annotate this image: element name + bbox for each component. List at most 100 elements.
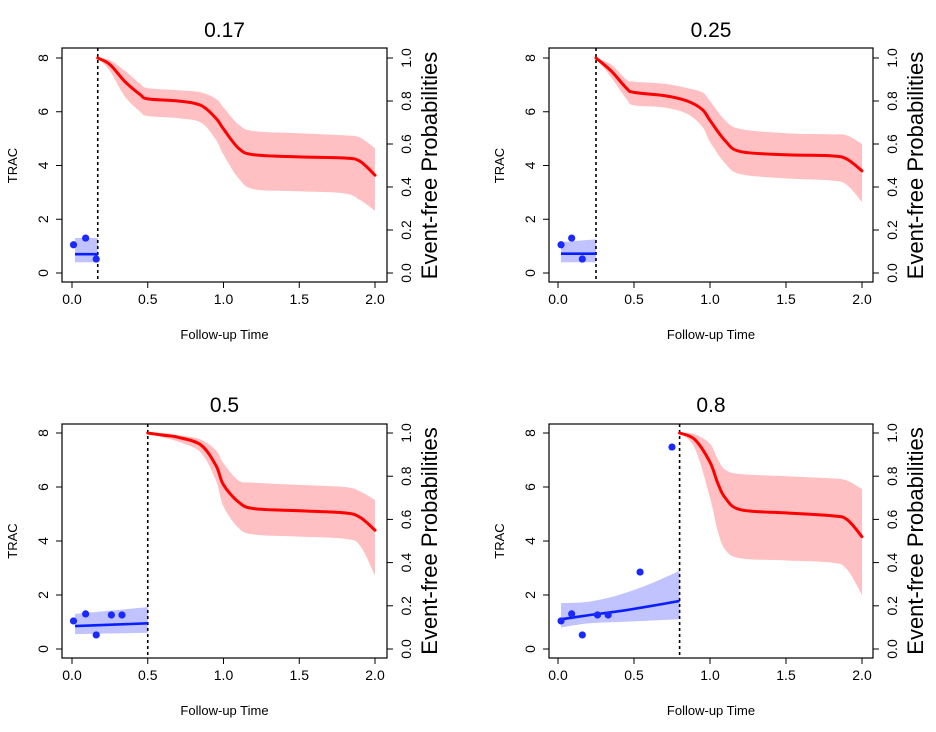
panel-title: 0.5 (210, 394, 239, 417)
y-left-tick-label: 6 (35, 483, 51, 491)
marker-data-point (557, 617, 565, 625)
y-right-tick-label: 0.2 (884, 220, 900, 240)
event-free-probability-curve (146, 431, 377, 532)
y-left-tick-label: 0 (35, 269, 51, 277)
y-right-axis-title: Event-free Probabilities (903, 427, 928, 654)
y-right-tick-label: 0.4 (398, 177, 414, 197)
marker-data-point (69, 241, 78, 249)
marker-data-point (92, 631, 100, 639)
marker-data-point (92, 255, 100, 263)
y-left-tick-label: 8 (35, 54, 51, 62)
x-axis-title: Follow-up Time (180, 327, 268, 342)
marker-data-point (557, 241, 565, 249)
y-left-tick-label: 0 (522, 269, 538, 277)
marker-confidence-band (75, 238, 98, 263)
y-right-axis-title: Event-free Probabilities (417, 52, 442, 279)
y-axis-right: 0.0 0.2 0.4 0.6 0.8 1.0 (387, 48, 414, 283)
x-tick-label: 1.0 (700, 291, 720, 307)
y-right-tick-label: 0.6 (398, 509, 414, 529)
marker-data-point (604, 611, 612, 619)
marker-confidence-band (75, 607, 148, 635)
x-tick-label: 2.0 (365, 291, 385, 307)
y-axis-left: 0 2 4 6 8 (522, 54, 549, 277)
marker-data-point (69, 617, 78, 625)
panel-title: 0.25 (691, 19, 732, 42)
panel-title: 0.8 (696, 394, 725, 417)
marker-fitted-line (74, 622, 148, 628)
x-axis: 0.0 0.5 1.0 1.5 2.0 (62, 658, 385, 683)
marker-confidence-band (561, 570, 680, 628)
event-free-confidence-band (97, 58, 375, 211)
y-left-tick-label: 8 (522, 429, 538, 437)
x-tick-label: 1.0 (700, 667, 720, 683)
x-tick-label: 1.0 (214, 667, 234, 683)
event-free-probability-curve (678, 431, 864, 539)
y-axis-left: 0 2 4 6 8 (522, 429, 549, 653)
y-right-tick-label: 0.0 (398, 639, 414, 659)
x-tick-label: 0.0 (548, 291, 568, 307)
y-right-tick-label: 0.2 (884, 596, 900, 616)
y-left-tick-label: 6 (522, 108, 538, 116)
x-tick-label: 2.0 (852, 291, 872, 307)
y-right-tick-label: 0.8 (398, 466, 414, 486)
x-tick-label: 0.0 (62, 291, 82, 307)
y-left-tick-label: 6 (35, 108, 51, 116)
marker-data-point (568, 610, 576, 618)
x-axis-title: Follow-up Time (180, 703, 268, 718)
x-tick-label: 0.5 (138, 667, 158, 683)
y-right-tick-label: 0.6 (884, 134, 900, 154)
y-right-tick-label: 0.0 (398, 263, 414, 283)
panel-3: 0.5 0.0 0.5 1.0 1.5 2.0 Follow-up Time 0 2 4 6 8 TRA… (5, 394, 442, 718)
y-left-tick-label: 4 (522, 537, 538, 545)
y-right-tick-label: 1.0 (884, 423, 900, 443)
marker-data-point (668, 443, 676, 451)
y-right-tick-label: 1.0 (884, 48, 900, 68)
y-left-tick-label: 0 (522, 645, 538, 653)
y-left-axis-title: TRAC (5, 148, 20, 183)
x-axis: 0.0 0.5 1.0 1.5 2.0 (62, 282, 385, 307)
y-right-tick-label: 1.0 (398, 48, 414, 68)
event-free-probability-curve (96, 56, 377, 177)
y-left-tick-label: 2 (35, 215, 51, 223)
y-right-tick-label: 0.4 (884, 177, 900, 197)
y-right-tick-label: 0.0 (884, 639, 900, 659)
panel-4: 0.8 0.0 0.5 1.0 1.5 2.0 Follow-up Time 0 2 4 6 8 TRA… (492, 394, 928, 718)
y-axis-right: 0.0 0.2 0.4 0.6 0.8 1.0 (387, 423, 414, 659)
y-right-tick-label: 0.6 (884, 509, 900, 529)
event-free-probability-curve (594, 56, 864, 173)
marker-data-point (578, 631, 586, 639)
x-tick-label: 0.0 (62, 667, 82, 683)
y-left-tick-label: 2 (522, 591, 538, 599)
event-free-confidence-band (147, 432, 375, 576)
x-tick-label: 1.5 (776, 667, 796, 683)
y-left-tick-label: 2 (522, 215, 538, 223)
marker-data-point (82, 610, 90, 618)
y-right-tick-label: 0.6 (398, 134, 414, 154)
panel-2: 0.25 0.0 0.5 1.0 1.5 2.0 Follow-up Time 0 2 4 6 8 TR… (492, 19, 928, 342)
y-left-tick-label: 6 (522, 483, 538, 491)
marker-data-point (593, 611, 602, 619)
marker-data-point (578, 255, 586, 263)
marker-fitted-line (560, 599, 680, 621)
panel-1: 0.17 0.0 0.5 1.0 1.5 2.0 Follow-up Time 0 2 4 6 8 TR… (5, 19, 442, 342)
y-right-tick-label: 0.8 (884, 91, 900, 111)
y-left-tick-label: 0 (35, 645, 51, 653)
x-tick-label: 1.5 (290, 667, 310, 683)
y-right-tick-label: 0.2 (398, 596, 414, 616)
x-axis: 0.0 0.5 1.0 1.5 2.0 (548, 282, 872, 307)
event-free-confidence-band (596, 58, 862, 203)
y-right-tick-label: 0.8 (398, 91, 414, 111)
x-tick-label: 2.0 (365, 667, 385, 683)
x-axis: 0.0 0.5 1.0 1.5 2.0 (548, 658, 872, 683)
y-left-tick-label: 8 (522, 54, 538, 62)
x-tick-label: 0.5 (138, 291, 158, 307)
x-tick-label: 1.5 (290, 291, 310, 307)
y-right-tick-label: 0.4 (884, 553, 900, 573)
marker-data-point (568, 234, 576, 242)
y-right-tick-label: 1.0 (398, 423, 414, 443)
y-right-tick-label: 0.8 (884, 466, 900, 486)
y-right-axis-title: Event-free Probabilities (903, 52, 928, 279)
y-left-axis-title: TRAC (5, 523, 20, 558)
y-left-tick-label: 4 (35, 537, 51, 545)
